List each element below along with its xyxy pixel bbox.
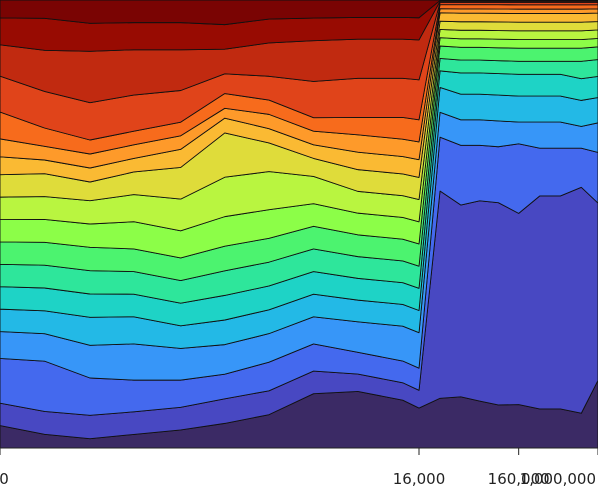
x-tick-label: 160,000 [488,470,550,488]
x-tick-label: 1,000,000 [520,470,596,488]
x-tick-label: 16,000 [393,470,446,488]
x-tick-label: 0 [0,470,9,488]
area-band-18 [0,0,598,26]
plot-area [0,0,598,449]
